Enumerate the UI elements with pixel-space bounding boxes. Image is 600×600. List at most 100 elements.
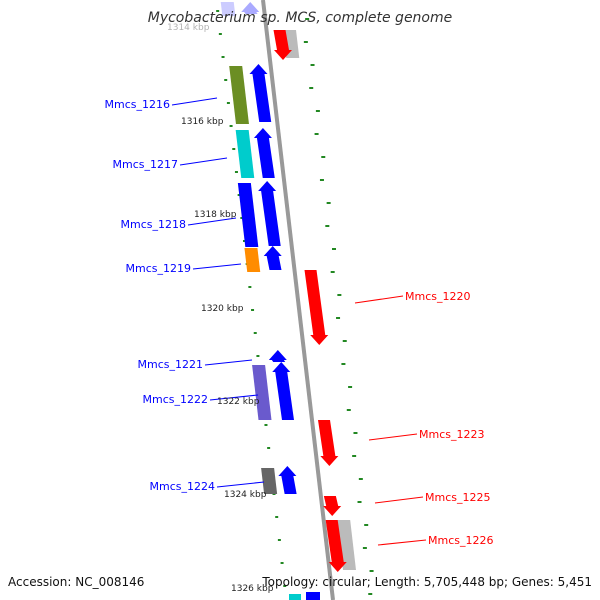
tick-mark	[357, 501, 362, 503]
scale-label: 1326 kbp	[231, 584, 274, 594]
feature-box	[289, 594, 301, 600]
tick-mark	[332, 248, 336, 250]
feature-box	[252, 365, 272, 420]
scale-labels: 1314 kbp 1316 kbp 1318 kbp 1320 kbp 1322 kbp…	[167, 23, 274, 594]
tick-mark	[248, 286, 252, 288]
tick-mark	[251, 309, 255, 311]
reverse-gene-arrow[interactable]	[304, 270, 329, 345]
accession-text: Accession: NC_008146	[8, 575, 145, 589]
tick-mark	[358, 478, 363, 480]
scale-label: 1316 kbp	[181, 117, 224, 127]
forward-gene-arrow[interactable]	[258, 181, 281, 246]
label-leader-line	[209, 394, 259, 401]
scale-label: 1320 kbp	[201, 304, 244, 314]
tick-mark	[315, 110, 320, 112]
reverse-gene-arrow[interactable]	[323, 496, 342, 516]
tick-mark	[283, 585, 287, 587]
tick-mark	[319, 179, 324, 181]
tick-mark	[226, 102, 230, 104]
forward-gene-label[interactable]: Mmcs_1217	[113, 158, 178, 171]
map-title: Mycobacterium sp. MCS, complete genome	[147, 10, 453, 26]
tick-mark	[303, 41, 308, 43]
scale-label: 1322 kbp	[217, 397, 260, 407]
forward-gene-arrow[interactable]	[268, 350, 287, 362]
gene-labels: Mmcs_1216 Mmcs_1217 Mmcs_1218 Mmcs_1219 Mmcs…	[105, 97, 493, 547]
tick-mark	[364, 524, 369, 526]
reverse-gene-label[interactable]: Mmcs_1225	[425, 491, 490, 504]
tick-mark	[253, 332, 257, 334]
tick-mark	[342, 340, 347, 342]
feature-box	[235, 130, 255, 178]
forward-gene-arrow[interactable]	[253, 128, 275, 178]
tick-mark	[321, 156, 326, 158]
feature-box	[220, 2, 236, 16]
tick-mark	[232, 148, 236, 150]
tick-mark	[256, 355, 260, 357]
tick-mark	[216, 10, 220, 12]
genome-summary-text: Topology: circular; Length: 5,705,448 bp…	[262, 575, 592, 589]
gene-features	[220, 2, 356, 600]
forward-gene-label[interactable]: Mmcs_1224	[150, 480, 215, 493]
forward-gene-label[interactable]: Mmcs_1222	[143, 393, 208, 406]
tick-mark	[264, 424, 268, 426]
tick-mark	[314, 133, 319, 135]
tick-mark	[277, 539, 281, 541]
tick-mark	[369, 570, 374, 572]
tick-mark	[353, 432, 358, 434]
reverse-gene-arrow[interactable]	[318, 420, 339, 466]
feature-box	[244, 248, 261, 272]
feature-box	[261, 468, 278, 494]
tick-mark	[309, 87, 314, 89]
tick-mark	[348, 386, 353, 388]
tick-mark	[337, 294, 342, 296]
label-leader-line	[216, 481, 265, 488]
tick-mark	[224, 79, 228, 81]
reverse-gene-arrow[interactable]	[273, 30, 293, 60]
tick-mark	[221, 56, 225, 58]
tick-mark	[280, 562, 284, 564]
tick-mark	[325, 225, 330, 227]
forward-gene-label[interactable]: Mmcs_1219	[126, 262, 191, 275]
tick-mark	[240, 217, 244, 219]
feature-box	[229, 66, 249, 124]
label-leader-line	[374, 496, 424, 504]
label-leader-line	[377, 539, 427, 546]
forward-gene-arrow[interactable]	[272, 362, 294, 420]
label-leader-line	[187, 217, 237, 226]
reverse-gene-label[interactable]: Mmcs_1220	[405, 290, 470, 303]
label-leader-line	[192, 263, 242, 270]
tick-mark	[305, 18, 310, 20]
tick-mark	[243, 240, 246, 242]
forward-gene-arrow[interactable]	[241, 2, 260, 14]
tick-mark	[362, 547, 367, 549]
forward-gene-label[interactable]: Mmcs_1221	[138, 358, 203, 371]
tick-mark	[234, 171, 238, 173]
tick-mark	[267, 447, 271, 449]
tick-mark	[326, 202, 331, 204]
forward-gene-arrow[interactable]	[278, 466, 297, 494]
tick-mark	[336, 317, 341, 319]
reverse-gene-label[interactable]: Mmcs_1223	[419, 428, 484, 441]
tick-mark	[218, 33, 222, 35]
tick-mark	[275, 516, 279, 518]
forward-gene-arrow[interactable]	[263, 246, 282, 270]
label-leader-line	[171, 97, 218, 106]
tick-mark	[229, 125, 233, 127]
label-leader-line	[368, 433, 418, 441]
feature-box	[237, 183, 259, 247]
tick-mark	[330, 271, 335, 273]
forward-gene-arrow[interactable]	[306, 592, 320, 600]
forward-gene-label[interactable]: Mmcs_1218	[121, 218, 186, 231]
tick-mark	[352, 455, 357, 457]
label-leader-line	[354, 295, 404, 304]
scale-label: 1314 kbp	[167, 23, 210, 33]
tick-mark	[368, 593, 373, 595]
reverse-gene-arrow[interactable]	[325, 520, 347, 572]
forward-gene-label[interactable]: Mmcs_1216	[105, 98, 170, 111]
reverse-gene-label[interactable]: Mmcs_1226	[428, 534, 493, 547]
label-leader-line	[179, 157, 228, 166]
forward-gene-arrow[interactable]	[249, 64, 272, 122]
tick-mark	[310, 64, 315, 66]
